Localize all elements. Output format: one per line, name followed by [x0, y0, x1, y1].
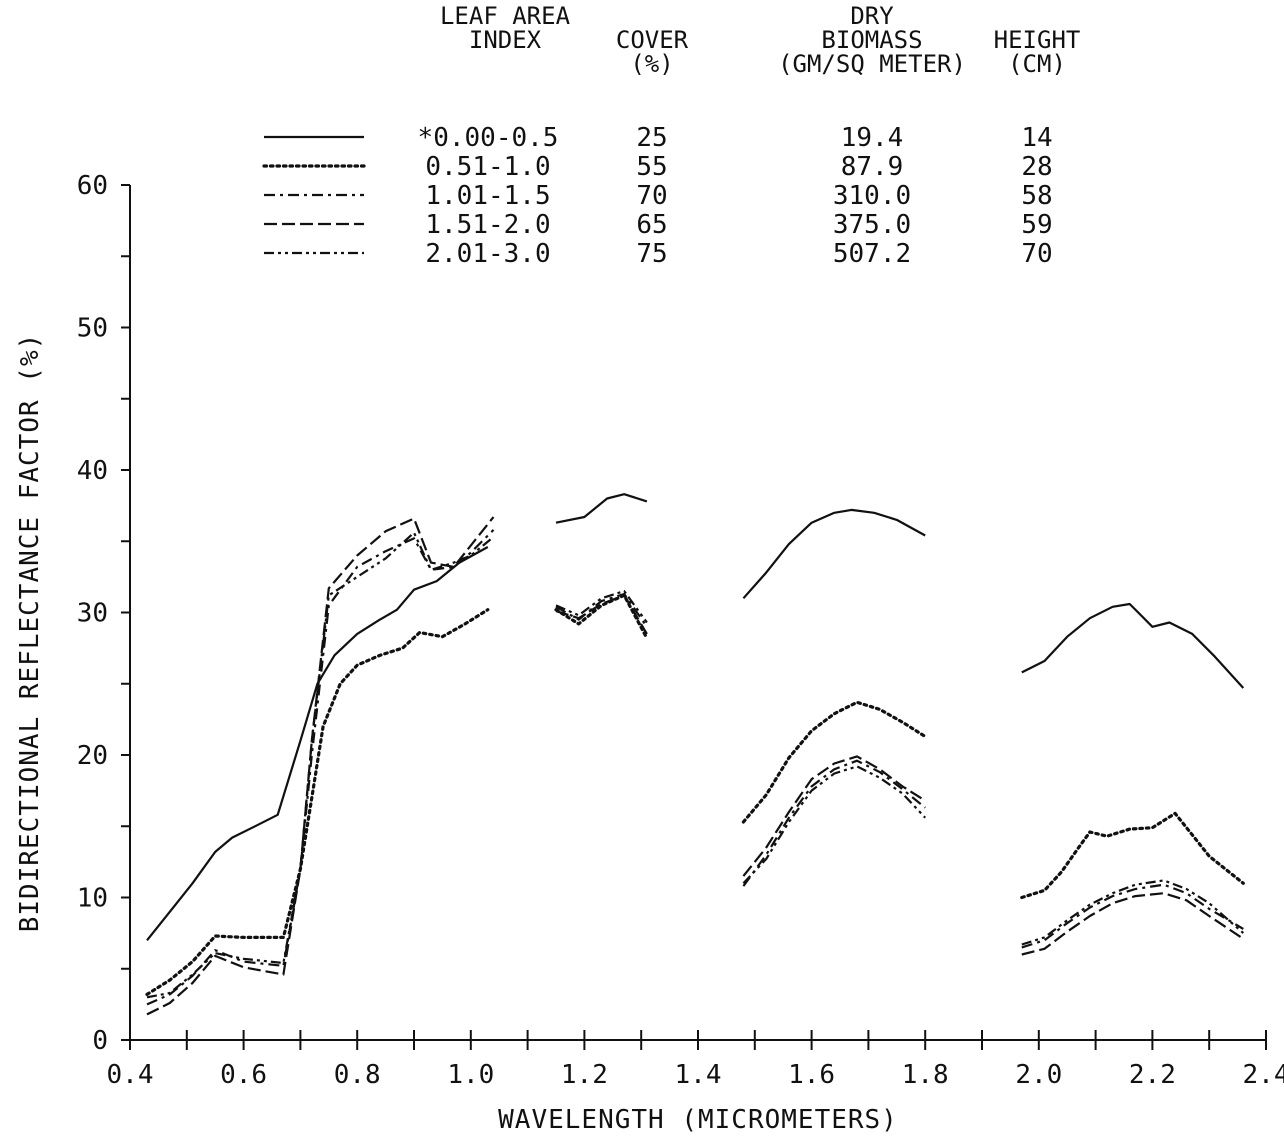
- header-height: HEIGHT: [994, 26, 1081, 54]
- series-line-segment: [555, 589, 648, 624]
- series-line-segment: [146, 529, 495, 1006]
- series-line-segment: [1021, 892, 1244, 956]
- series-line-segment: [741, 700, 927, 824]
- x-tick-label: 1.2: [561, 1060, 608, 1090]
- x-tick-label: 2.0: [1015, 1060, 1062, 1090]
- legend-lai-value: 1.01-1.5: [425, 181, 550, 211]
- header-biomass: BIOMASS: [821, 26, 922, 54]
- legend-cover-value: 65: [636, 210, 667, 240]
- header-lai: LEAF AREA: [440, 2, 571, 30]
- axes: 0.4 0.6 0.8 1.0 1.2 1.4 1.6 1.8 2.0 2.2 2.4 0 10 20 3…: [77, 171, 1284, 1090]
- header-cover: COVER: [616, 26, 689, 54]
- y-ticks: 0 10 20 30 40 50 60: [77, 171, 130, 1056]
- x-tick-label: 2.2: [1129, 1060, 1176, 1090]
- series-line-segment: [742, 755, 926, 877]
- legend-biomass-value: 507.2: [833, 239, 911, 269]
- legend-lai-value: 0.51-1.0: [425, 152, 550, 182]
- header-lai: INDEX: [469, 26, 542, 54]
- series-5: [146, 531, 1245, 999]
- legend-biomass-value: 375.0: [833, 210, 911, 240]
- legend-cover-value: 70: [636, 181, 667, 211]
- y-tick-label: 40: [77, 456, 108, 486]
- series-line-segment: [1021, 602, 1245, 689]
- series-line-segment: [146, 531, 495, 999]
- series-line-segment: [555, 493, 648, 524]
- legend-cover-value: 25: [636, 123, 667, 153]
- y-tick-label: 0: [92, 1026, 108, 1056]
- legend-height-value: 14: [1021, 123, 1052, 153]
- series-line-segment: [742, 759, 926, 887]
- x-tick-label: 0.6: [220, 1060, 267, 1090]
- series-line-segment: [1020, 811, 1245, 900]
- x-tick-label: 1.0: [447, 1060, 494, 1090]
- legend-height-value: 70: [1021, 239, 1052, 269]
- x-ticks: 0.4 0.6 0.8 1.0 1.2 1.4 1.6 1.8 2.0 2.2 2.4: [107, 1030, 1284, 1090]
- legend-lai-value: 2.01-3.0: [425, 239, 550, 269]
- x-tick-label: 1.8: [902, 1060, 949, 1090]
- series-3: [146, 529, 1244, 1006]
- series-1: [146, 493, 1245, 941]
- x-tick-label: 1.6: [788, 1060, 835, 1090]
- y-tick-label: 60: [77, 171, 108, 201]
- series-2: [145, 593, 1245, 997]
- series-layer: [145, 493, 1245, 1016]
- y-tick-label: 10: [77, 884, 108, 914]
- x-tick-label: 0.8: [334, 1060, 381, 1090]
- series-line-segment: [146, 516, 495, 1016]
- header-height: (CM): [1008, 50, 1066, 78]
- legend-cover-value: 55: [636, 152, 667, 182]
- series-line-segment: [742, 508, 926, 600]
- header-biomass: (GM/SQ METER): [778, 50, 966, 78]
- series-line-segment: [555, 592, 648, 628]
- legend-lai-value: 1.51-2.0: [425, 210, 550, 240]
- series-line-segment: [1021, 879, 1245, 946]
- legend-height-value: 58: [1021, 181, 1052, 211]
- x-tick-label: 2.4: [1243, 1060, 1284, 1090]
- y-axis-title: BIDIRECTIONAL REFLECTANCE FACTOR (%): [15, 333, 45, 933]
- legend-lai-value: *0.00-0.5: [418, 123, 559, 153]
- y-tick-label: 30: [77, 599, 108, 629]
- series-line-segment: [742, 765, 927, 885]
- y-tick-label: 50: [77, 314, 108, 344]
- legend-height-value: 28: [1021, 152, 1052, 182]
- series-line-segment: [145, 608, 490, 997]
- series-line-segment: [1021, 883, 1244, 949]
- x-tick-label: 0.4: [107, 1060, 154, 1090]
- legend-height-value: 59: [1021, 210, 1052, 240]
- legend: *0.00-0.5 25 19.4 14 0.51-1.0 55 87.9 28 1.01-1.…: [262, 123, 1053, 269]
- series-line-segment: [146, 546, 489, 941]
- legend-biomass-value: 87.9: [841, 152, 904, 182]
- legend-biomass-value: 19.4: [841, 123, 904, 153]
- legend-biomass-value: 310.0: [833, 181, 911, 211]
- y-tick-label: 20: [77, 741, 108, 771]
- legend-cover-value: 75: [636, 239, 667, 269]
- x-tick-label: 1.4: [675, 1060, 722, 1090]
- x-axis-title: WAVELENGTH (MICROMETERS): [498, 1105, 898, 1135]
- header-cover: (%): [630, 50, 673, 78]
- header-biomass: DRY: [850, 2, 894, 30]
